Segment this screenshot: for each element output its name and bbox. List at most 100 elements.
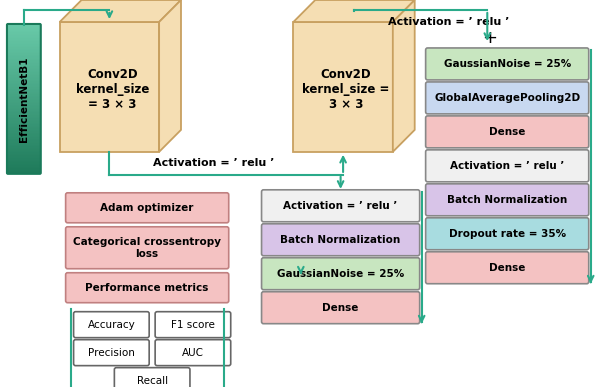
Bar [8,158,40,160]
Bar [8,109,40,111]
Bar [8,145,40,147]
Bar [8,116,40,119]
Text: Recall: Recall [137,376,168,385]
Bar [8,74,40,76]
Text: AUC: AUC [182,348,204,358]
Text: Dense: Dense [489,127,526,137]
Bar [8,65,40,67]
Bar [8,81,40,83]
Bar [8,139,40,141]
FancyBboxPatch shape [65,227,229,269]
Bar [8,125,40,127]
Bar [8,47,40,49]
Bar [8,99,40,101]
Text: Activation = ’ relu ’: Activation = ’ relu ’ [450,161,565,171]
Bar [8,146,40,148]
Polygon shape [293,22,393,152]
Bar [8,63,40,65]
Bar [8,164,40,166]
Bar [8,51,40,53]
Bar [8,83,40,85]
FancyBboxPatch shape [155,312,231,338]
FancyBboxPatch shape [65,193,229,223]
Bar [8,58,40,60]
Bar [8,41,40,43]
Bar [8,171,40,173]
FancyBboxPatch shape [65,273,229,303]
Bar [8,80,40,82]
Bar [8,72,40,74]
Text: Precision: Precision [88,348,135,358]
FancyBboxPatch shape [115,368,190,387]
Bar [8,49,40,51]
Bar [8,98,40,99]
Bar [8,89,40,91]
Bar [8,26,40,28]
Bar [8,111,40,113]
Bar [8,115,40,117]
Text: Performance metrics: Performance metrics [85,283,209,293]
Bar [8,152,40,154]
FancyBboxPatch shape [425,252,589,284]
Bar [8,120,40,122]
Bar [8,46,40,48]
Text: Dense: Dense [322,303,359,313]
Bar [8,94,40,96]
Bar [8,34,40,36]
Bar [8,28,40,30]
Text: Activation = ’ relu ’: Activation = ’ relu ’ [283,201,398,211]
Bar [8,33,40,34]
FancyBboxPatch shape [74,312,149,338]
Bar [8,157,40,159]
Bar [8,155,40,157]
Bar [8,130,40,132]
Bar [8,148,40,150]
Text: GaussianNoise = 25%: GaussianNoise = 25% [443,59,571,69]
Text: Activation = ’ relu ’: Activation = ’ relu ’ [388,17,509,27]
Bar [8,136,40,138]
FancyBboxPatch shape [262,258,419,290]
FancyBboxPatch shape [425,82,589,114]
Text: F1 score: F1 score [171,320,215,330]
Bar [8,55,40,57]
Bar [8,112,40,114]
Bar [8,35,40,37]
Text: Conv2D
kernel_size
= 3 × 3: Conv2D kernel_size = 3 × 3 [76,68,149,111]
Bar [8,69,40,71]
Polygon shape [159,0,181,152]
Bar [8,103,40,105]
Bar [8,93,40,95]
Bar [8,50,40,52]
Polygon shape [393,0,415,152]
Text: Batch Normalization: Batch Normalization [280,235,401,245]
FancyBboxPatch shape [262,224,419,256]
Text: Accuracy: Accuracy [88,320,135,330]
Bar [8,71,40,73]
Bar [8,75,40,77]
Bar [8,159,40,161]
Text: Batch Normalization: Batch Normalization [447,195,568,205]
Bar [8,134,40,136]
Bar [8,142,40,144]
Bar [8,44,40,46]
Bar [8,31,40,33]
Bar [8,168,40,170]
Text: EfficientNetB1: EfficientNetB1 [19,56,29,142]
Bar [8,77,40,79]
Bar [8,118,40,120]
Bar [8,62,40,64]
Bar [8,29,40,31]
Bar [8,128,40,130]
Bar [8,38,40,40]
Bar [8,151,40,152]
FancyBboxPatch shape [155,340,231,366]
Bar [8,165,40,168]
Bar [8,96,40,98]
Bar [8,67,40,68]
FancyBboxPatch shape [425,48,589,80]
Bar [8,106,40,108]
Bar [8,59,40,61]
Bar [8,60,40,62]
Bar [8,137,40,139]
Bar [8,154,40,156]
